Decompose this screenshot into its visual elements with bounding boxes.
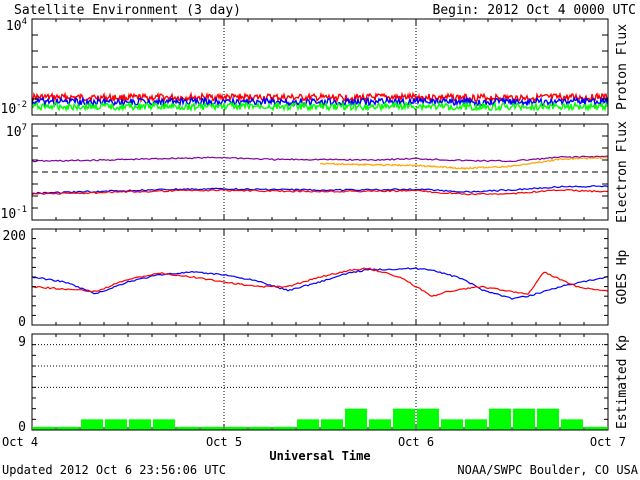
kp-bar-6 xyxy=(177,426,199,430)
kp-bar-19 xyxy=(489,408,511,430)
x-tick-oct6: Oct 6 xyxy=(398,435,434,449)
proton-series-0 xyxy=(31,91,609,104)
goes-hp-label: GOES Hp xyxy=(615,249,630,304)
proton-flux-label: Proton Flux xyxy=(615,24,630,110)
electron-series-1 xyxy=(319,156,609,170)
hp-ytick-bottom: 0 xyxy=(18,315,26,330)
kp-bar-4 xyxy=(129,419,151,430)
chart-title: Satellite Environment (3 day) xyxy=(14,3,241,18)
electron-flux-panel: Electron Flux 107 10-1 xyxy=(1,121,631,223)
kp-bar-13 xyxy=(345,408,367,430)
kp-bar-21 xyxy=(537,408,559,430)
estimated-kp-label: Estimated Kp xyxy=(615,335,630,429)
hp-series-1 xyxy=(31,267,609,297)
kp-bar-20 xyxy=(513,408,535,430)
proton-ytick-top: 104 xyxy=(6,17,27,34)
estimated-kp-panel: Estimated Kp 9 0 xyxy=(18,333,630,435)
electron-flux-label: Electron Flux xyxy=(615,121,630,223)
electron-ytick-top: 107 xyxy=(6,123,27,140)
kp-bar-12 xyxy=(321,419,343,430)
kp-bar-22 xyxy=(561,419,583,430)
hp-ytick-top: 200 xyxy=(3,229,26,244)
x-axis-label: Universal Time xyxy=(269,449,370,463)
proton-series-2 xyxy=(31,100,609,113)
proton-flux-panel: Proton Flux 104 10-2 xyxy=(1,17,631,117)
kp-bar-11 xyxy=(297,419,319,430)
kp-bar-18 xyxy=(465,419,487,430)
kp-bar-7 xyxy=(201,426,223,430)
electron-series-3 xyxy=(31,188,609,196)
goes-hp-panel: GOES Hp 200 0 xyxy=(3,228,630,330)
begin-time: Begin: 2012 Oct 4 0000 UTC xyxy=(433,3,637,18)
kp-bar-10 xyxy=(273,426,295,430)
electron-ytick-bottom: 10-1 xyxy=(1,205,28,222)
kp-bar-3 xyxy=(105,419,127,430)
x-tick-oct5: Oct 5 xyxy=(206,435,242,449)
kp-bar-0 xyxy=(33,426,55,430)
kp-bar-15 xyxy=(393,408,415,430)
kp-bar-9 xyxy=(249,426,271,430)
kp-bar-17 xyxy=(441,419,463,430)
kp-bar-14 xyxy=(369,419,391,430)
kp-bar-8 xyxy=(225,426,247,430)
kp-bar-1 xyxy=(57,426,79,430)
x-tick-oct7: Oct 7 xyxy=(590,435,626,449)
electron-series-0 xyxy=(31,155,609,163)
source-credit: NOAA/SWPC Boulder, CO USA xyxy=(457,463,638,477)
kp-bar-2 xyxy=(81,419,103,430)
kp-ytick-bottom: 0 xyxy=(18,420,26,435)
x-tick-oct4: Oct 4 xyxy=(2,435,38,449)
kp-bar-16 xyxy=(417,408,439,430)
kp-bar-5 xyxy=(153,419,175,430)
kp-bar-23 xyxy=(585,426,607,430)
hp-series-0 xyxy=(31,267,609,300)
proton-ytick-bottom: 10-2 xyxy=(1,100,28,117)
updated-timestamp: Updated 2012 Oct 6 23:56:06 UTC xyxy=(2,463,226,477)
kp-ytick-top: 9 xyxy=(18,335,26,350)
